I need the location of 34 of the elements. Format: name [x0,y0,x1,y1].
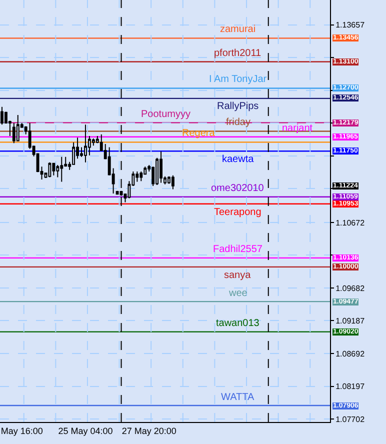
ref-line-label: ome302010 [211,183,264,194]
y-tick-label: 1.09682 [336,284,366,293]
ref-line-label: zamurai [220,24,256,35]
ref-line-label: wee [228,288,248,299]
y-tick-label: 1.13657 [336,20,366,30]
candlestick [60,156,64,182]
candlestick [52,162,56,176]
ref-line-label: RallyPips [217,101,259,112]
y-tick-label: 1.08692 [336,349,366,358]
ref-line-label: Fadhil2557 [213,244,263,255]
candlestick [48,162,52,178]
candlestick [84,124,87,163]
y-tick-label: 1.10672 [336,218,366,228]
candlestick [171,174,174,190]
x-tick-label: 27 May 20:00 [122,426,176,436]
candlestick [160,150,162,184]
x-tick-label: May 16:00 [0,426,43,436]
ref-line-label: kaewta [222,154,254,165]
ref-line-label: Pootumyyy [141,109,190,120]
ref-line-label: Teerapong [214,207,262,218]
ref-line-label: tawan013 [216,318,260,329]
y-tick-label: 1.08197 [336,382,366,392]
ref-line-label: WATTA [221,392,254,403]
ref-line-label: sanya [224,270,252,281]
candlestick [136,170,139,182]
x-tick-label: 25 May 04:00 [58,426,113,436]
candlestick [16,114,20,142]
ref-line-label: I Am TonyJar [209,74,268,85]
y-tick-label: 1.07702 [336,414,366,424]
ref-line-label: pforth2011 [214,48,262,59]
candlestick [140,170,143,182]
candlestick [116,191,119,195]
y-tick-label: 1.09187 [336,316,366,326]
candlestick [0,106,4,126]
